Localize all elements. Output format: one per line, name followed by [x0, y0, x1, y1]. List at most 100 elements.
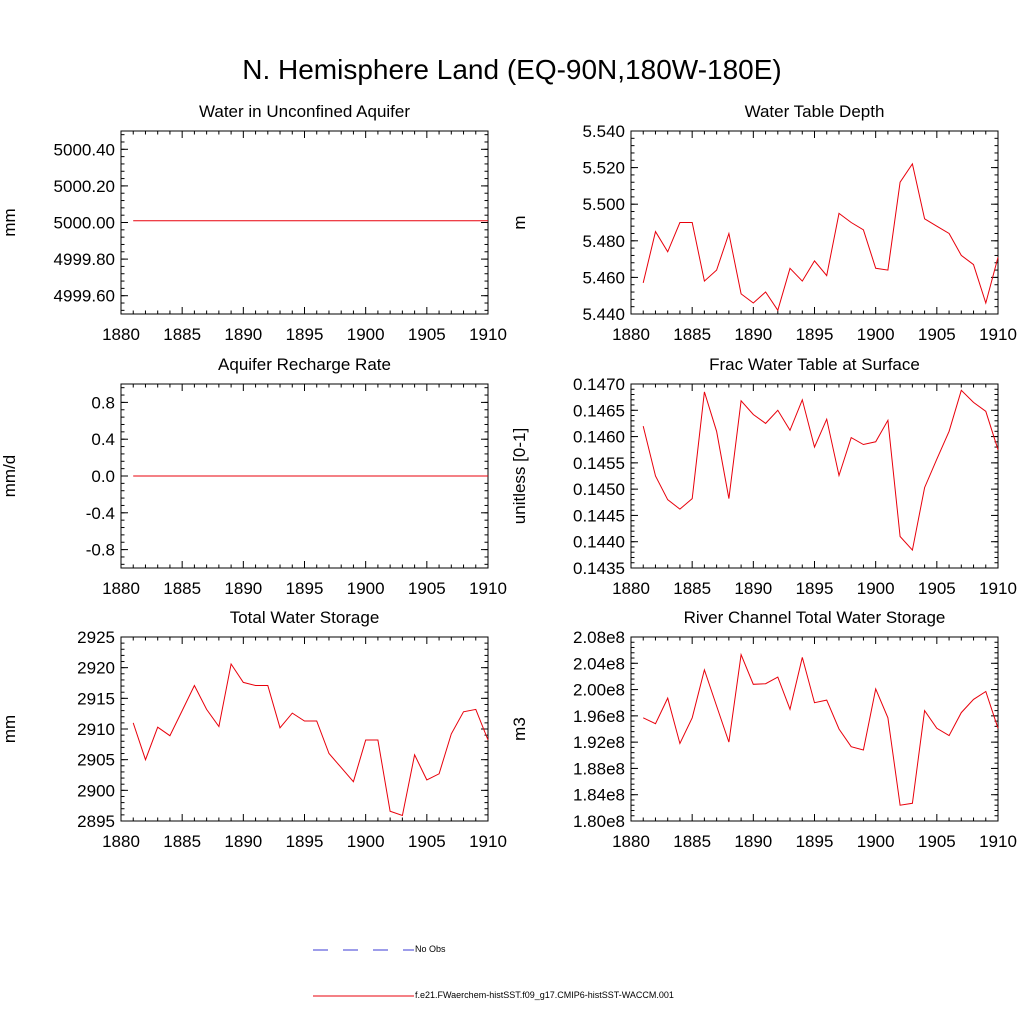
x-tick-label: 1895	[796, 325, 834, 344]
y-tick-label: 0.1435	[573, 559, 625, 578]
series-line	[132, 662, 489, 817]
plot-frame	[630, 636, 999, 822]
x-tick-label: 1905	[408, 579, 446, 598]
x-tick-label: 1895	[796, 579, 834, 598]
x-tick-label: 1885	[673, 832, 711, 851]
y-tick-label: 2905	[77, 751, 115, 770]
x-tick-label: 1905	[918, 579, 956, 598]
y-tick-label: 1.84e8	[573, 786, 625, 805]
x-tick-label: 1885	[163, 325, 201, 344]
x-tick-label: 1910	[469, 832, 507, 851]
panel-title: Frac Water Table at Surface	[709, 355, 920, 374]
y-tick-label: 0.0	[91, 467, 115, 486]
y-tick-label: 5.500	[582, 195, 625, 214]
x-tick-label: 1880	[102, 579, 140, 598]
x-tick-label: 1890	[734, 832, 772, 851]
legend-label-no-obs: No Obs	[415, 944, 446, 954]
x-tick-label: 1890	[224, 325, 262, 344]
y-tick-label: 0.1445	[573, 506, 625, 525]
y-tick-label: 1.92e8	[573, 733, 625, 752]
y-axis-label: mm	[0, 208, 19, 236]
x-tick-label: 1880	[102, 832, 140, 851]
series-line	[642, 652, 999, 806]
x-tick-label: 1895	[286, 832, 324, 851]
chart-panel-5: Total Water Storage mm 1880 1885 1890 1895 190…	[0, 608, 507, 851]
y-tick-label: 0.1455	[573, 454, 625, 473]
y-tick-label: 4999.60	[54, 287, 115, 306]
chart-panel-2: Water Table Depth m 1880 1885 1890 1895 1900 19…	[510, 102, 1017, 344]
y-tick-label: 5.480	[582, 232, 625, 251]
y-tick-label: 5000.40	[54, 140, 115, 159]
y-axis-label: mm/d	[0, 455, 19, 498]
y-tick-label: 0.1465	[573, 401, 625, 420]
x-tick-label: 1900	[347, 579, 385, 598]
x-tick-label: 1905	[408, 832, 446, 851]
y-axis-label: m3	[510, 717, 529, 741]
x-tick-label: 1910	[469, 325, 507, 344]
y-tick-label: 2915	[77, 689, 115, 708]
plot-frame	[120, 636, 489, 822]
legend-no-obs: No Obs	[310, 943, 610, 957]
y-tick-label: 0.4	[91, 430, 115, 449]
x-tick-label: 1905	[918, 832, 956, 851]
x-tick-label: 1880	[612, 832, 650, 851]
y-tick-label: 0.1440	[573, 533, 625, 552]
panel-title: Total Water Storage	[230, 608, 380, 627]
y-tick-label: 4999.80	[54, 250, 115, 269]
panel-title: River Channel Total Water Storage	[684, 608, 946, 627]
y-tick-label: 0.1470	[573, 375, 625, 394]
series-line	[642, 389, 999, 552]
y-tick-label: 0.1450	[573, 480, 625, 499]
figure-title: N. Hemisphere Land (EQ-90N,180W-180E)	[242, 54, 782, 85]
y-tick-label: -0.8	[86, 541, 115, 560]
y-tick-label: -0.4	[86, 504, 115, 523]
y-tick-label: 5000.00	[54, 214, 115, 233]
chart-panel-3: Aquifer Recharge Rate mm/d 1880 1885 1890 189…	[0, 355, 507, 598]
x-tick-label: 1880	[612, 579, 650, 598]
y-tick-label: 5000.20	[54, 177, 115, 196]
x-tick-label: 1885	[163, 832, 201, 851]
x-tick-label: 1910	[979, 832, 1017, 851]
x-tick-label: 1885	[163, 579, 201, 598]
x-tick-label: 1895	[796, 832, 834, 851]
x-tick-label: 1910	[469, 579, 507, 598]
legend-dashed-line	[313, 949, 414, 951]
x-tick-label: 1890	[224, 579, 262, 598]
x-tick-label: 1880	[102, 325, 140, 344]
y-tick-label: 0.1460	[573, 428, 625, 447]
y-tick-label: 2910	[77, 720, 115, 739]
y-tick-label: 0.8	[91, 393, 115, 412]
y-tick-label: 2900	[77, 781, 115, 800]
plot-frame	[630, 383, 999, 569]
y-tick-label: 2.00e8	[573, 681, 625, 700]
x-tick-label: 1900	[857, 832, 895, 851]
x-tick-label: 1900	[347, 325, 385, 344]
y-tick-label: 5.520	[582, 159, 625, 178]
x-tick-label: 1900	[347, 832, 385, 851]
x-tick-label: 1900	[857, 579, 895, 598]
x-tick-label: 1890	[224, 832, 262, 851]
x-tick-label: 1910	[979, 579, 1017, 598]
x-tick-label: 1905	[408, 325, 446, 344]
x-tick-label: 1900	[857, 325, 895, 344]
x-tick-label: 1890	[734, 325, 772, 344]
panel-title: Water Table Depth	[745, 102, 885, 121]
y-tick-label: 5.460	[582, 268, 625, 287]
series-line	[642, 162, 999, 312]
y-tick-label: 1.80e8	[573, 812, 625, 831]
y-tick-label: 2.04e8	[573, 654, 625, 673]
y-axis-label: unitless [0-1]	[510, 428, 529, 524]
plot-frame	[120, 130, 489, 315]
x-tick-label: 1905	[918, 325, 956, 344]
y-tick-label: 2895	[77, 812, 115, 831]
y-axis-label: mm	[0, 715, 19, 743]
y-tick-label: 5.440	[582, 305, 625, 324]
y-axis-label: m	[510, 215, 529, 229]
x-tick-label: 1890	[734, 579, 772, 598]
y-tick-label: 2.08e8	[573, 628, 625, 647]
legend-model-run: f.e21.FWaerchem-histSST.f09_g17.CMIP6-hi…	[310, 989, 790, 1003]
y-tick-label: 1.88e8	[573, 759, 625, 778]
x-tick-label: 1885	[673, 325, 711, 344]
